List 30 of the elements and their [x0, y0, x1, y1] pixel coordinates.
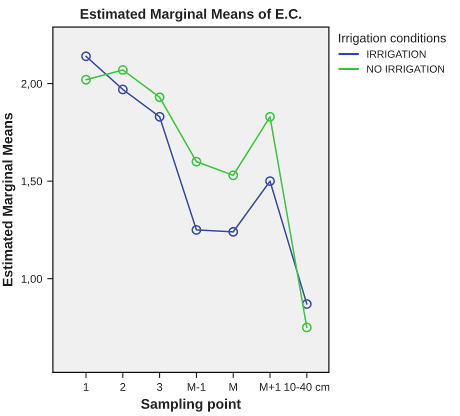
point [81, 74, 91, 85]
chart-title: Estimated Marginal Means of E.C. [80, 8, 302, 22]
point [265, 112, 275, 122]
x-tick-label: 3 [156, 383, 162, 391]
point [118, 65, 128, 75]
y-tick-label: 1,00 [22, 274, 42, 284]
x-tick-label: 2 [120, 383, 126, 391]
point [191, 224, 202, 235]
point [265, 176, 275, 186]
legend-title: Irrigation conditions [339, 33, 446, 45]
point [154, 92, 165, 102]
x-axis-title: Sampling point [141, 398, 241, 412]
point [81, 51, 91, 62]
x-tick-label: 1 [84, 383, 89, 391]
point [228, 170, 238, 180]
legend-label: NO IRRIGATION [367, 65, 444, 73]
y-tick-label: 2,00 [21, 80, 42, 90]
x-tick-label: M-1 [188, 383, 206, 391]
point [191, 156, 202, 167]
y-tick-label: 1,50 [22, 177, 42, 187]
x-tick-label: M [230, 383, 237, 391]
legend-label: IRRIGATION [367, 50, 426, 58]
x-tick-label: 10-40 cm [284, 383, 330, 391]
x-tick-label: M+1 [260, 383, 280, 391]
point [154, 112, 165, 122]
point [302, 299, 312, 309]
point [118, 84, 128, 94]
point [302, 322, 312, 332]
y-axis-title: Estimated Marginal Means [2, 113, 16, 286]
point [228, 226, 238, 237]
